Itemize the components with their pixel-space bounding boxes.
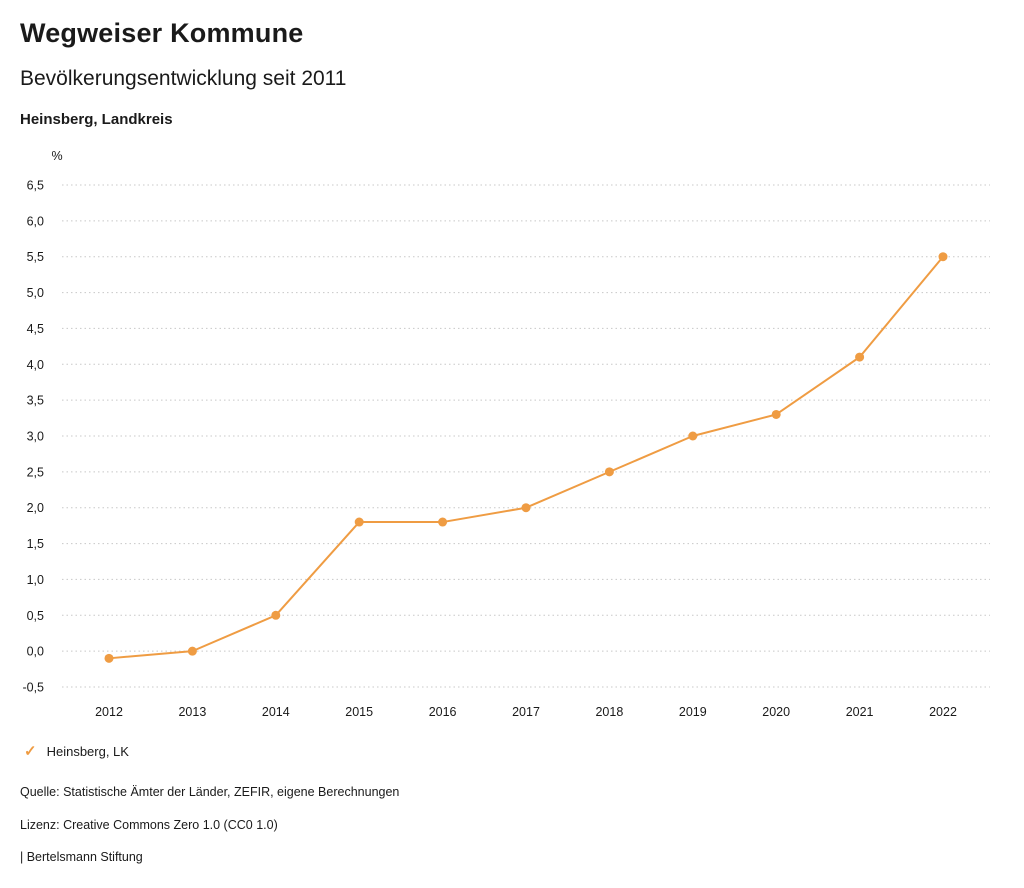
y-axis-unit-label: % — [51, 149, 62, 163]
chart-footer: Quelle: Statistische Ämter der Länder, Z… — [20, 785, 399, 883]
x-tick-label: 2013 — [178, 705, 206, 719]
y-tick-label: 6,5 — [27, 179, 44, 193]
x-tick-label: 2014 — [262, 705, 290, 719]
app-title: Wegweiser Kommune — [20, 18, 304, 48]
y-tick-label: 5,5 — [27, 250, 44, 264]
region-label: Heinsberg, Landkreis — [20, 111, 173, 128]
x-tick-label: 2020 — [762, 705, 790, 719]
series-line — [108, 255, 944, 660]
y-tick-label: 6,0 — [27, 214, 44, 228]
source-text: Quelle: Statistische Ämter der Länder, Z… — [20, 785, 400, 799]
x-tick-label: 2022 — [929, 705, 957, 719]
chart-area: % 6,5 6,0 5,5 5,0 4,5 4,0 3,5 3,0 2,5 2,0 1,5 1,0 0,5… — [0, 148, 1024, 730]
y-tick-label: 3,0 — [27, 430, 44, 444]
y-tick-label: -0,5 — [22, 681, 44, 695]
legend-label: Heinsberg, LK — [46, 744, 129, 759]
y-tick-label: 1,0 — [27, 573, 44, 587]
chart-title: Bevölkerungsentwicklung seit 2011 — [20, 67, 347, 90]
y-tick-label: 4,0 — [27, 358, 44, 372]
data-point[interactable] — [688, 431, 698, 441]
chart-header: Wegweiser Kommune Bevölkerungsentwicklun… — [0, 0, 1024, 128]
legend-item-heinsberg[interactable]: ✓ Heinsberg, LK — [24, 744, 129, 759]
x-tick-label: 2015 — [345, 705, 373, 719]
y-tick-label: 0,5 — [27, 609, 44, 623]
population-line-chart: % 6,5 6,0 5,5 5,0 4,5 4,0 3,5 3,0 2,5 2,0 1,5 1,0 0,5… — [22, 149, 990, 719]
data-point[interactable] — [855, 352, 865, 362]
data-point[interactable] — [354, 517, 364, 527]
data-point[interactable] — [271, 610, 281, 620]
attribution-text: | Bertelsmann Stiftung — [20, 850, 143, 864]
x-tick-label: 2012 — [95, 705, 123, 719]
license-text: Lizenz: Creative Commons Zero 1.0 (CC0 1… — [20, 817, 278, 832]
data-point[interactable] — [771, 409, 781, 419]
y-tick-label: 2,0 — [27, 501, 44, 515]
y-tick-label: 3,5 — [27, 394, 44, 408]
y-tick-label: 2,5 — [27, 465, 44, 479]
y-tick-label: 1,5 — [27, 537, 44, 551]
y-tick-label: 5,0 — [27, 286, 44, 300]
data-point[interactable] — [438, 517, 448, 527]
data-point[interactable] — [604, 467, 614, 477]
x-tick-label: 2016 — [429, 705, 457, 719]
x-tick-label: 2018 — [595, 705, 623, 719]
data-point[interactable] — [521, 503, 531, 513]
data-point[interactable] — [187, 646, 197, 656]
data-point[interactable] — [104, 653, 114, 663]
x-tick-label: 2021 — [846, 705, 874, 719]
x-tick-label: 2019 — [679, 705, 707, 719]
legend-check-icon: ✓ — [24, 743, 37, 760]
x-tick-label: 2017 — [512, 705, 540, 719]
y-tick-label: 4,5 — [27, 322, 44, 336]
data-point[interactable] — [938, 252, 948, 262]
y-tick-label: 0,0 — [27, 645, 44, 659]
